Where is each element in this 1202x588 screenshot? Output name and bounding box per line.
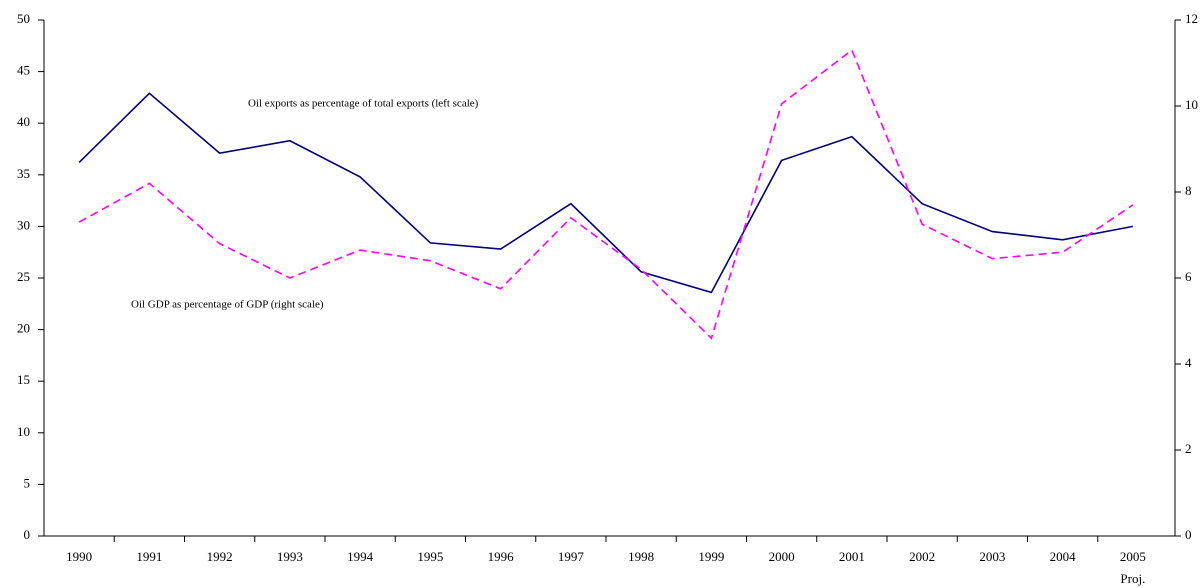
x-tick-label: 1994 <box>347 549 374 564</box>
series-label: Oil GDP as percentage of GDP (right scal… <box>131 299 324 311</box>
x-tick-label: 2001 <box>839 549 865 564</box>
series-line <box>78 92 1134 294</box>
x-tick-label: 2000 <box>769 549 795 564</box>
x-tick-label: 1998 <box>628 549 654 564</box>
x-tick-label: 1990 <box>66 549 92 564</box>
x-tick-label: 2005 <box>1120 549 1146 564</box>
y-tick-label: 10 <box>17 424 30 439</box>
y2-tick-label: 12 <box>1185 11 1198 26</box>
x-tick-label: 1995 <box>417 549 443 564</box>
y-tick-label: 50 <box>17 11 30 26</box>
x-tick-label: 1991 <box>136 549 162 564</box>
y-tick-label: 40 <box>17 114 30 129</box>
y-tick-label: 35 <box>17 166 30 181</box>
x-tick-label: 1993 <box>277 549 303 564</box>
x-tick-label: 2002 <box>909 549 935 564</box>
y2-tick-label: 6 <box>1185 269 1192 284</box>
y2-tick-label: 0 <box>1185 527 1192 542</box>
y-tick-label: 5 <box>24 475 31 490</box>
y2-tick-label: 4 <box>1185 355 1192 370</box>
y2-tick-label: 8 <box>1185 183 1192 198</box>
x-tick-label: 1997 <box>558 549 585 564</box>
series-line <box>78 48 1134 340</box>
x-note: Proj. <box>1120 571 1145 586</box>
y-tick-label: 25 <box>17 269 30 284</box>
y-tick-label: 15 <box>17 372 30 387</box>
y2-tick-label: 2 <box>1185 441 1192 456</box>
y-tick-label: 30 <box>17 217 30 232</box>
y-tick-label: 20 <box>17 321 30 336</box>
x-tick-label: 1992 <box>207 549 233 564</box>
series-label: Oil exports as percentage of total expor… <box>248 98 479 110</box>
y-tick-label: 45 <box>17 63 30 78</box>
x-tick-label: 1996 <box>488 549 515 564</box>
x-tick-label: 2004 <box>1050 549 1077 564</box>
y-tick-label: 0 <box>24 527 31 542</box>
y2-tick-label: 10 <box>1185 97 1198 112</box>
x-tick-label: 2003 <box>979 549 1005 564</box>
x-tick-label: 1999 <box>698 549 724 564</box>
